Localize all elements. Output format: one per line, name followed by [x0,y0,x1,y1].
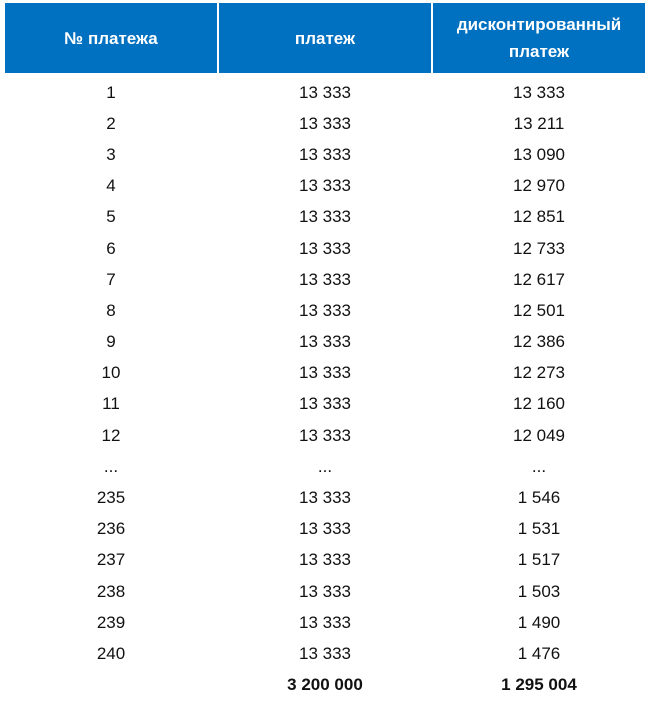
table-row: 6 13 333 12 733 [5,233,645,264]
discounted-payment-cell: 1 490 [517,612,561,632]
table-body: 1 13 333 13 333 2 13 333 13 211 3 13 333 13 090 4… [5,77,645,701]
payment-cell: 13 333 [299,394,351,414]
payment-number-cell: 8 [106,300,116,320]
discounted-payment-cell: 12 501 [513,300,565,320]
table-row: 5 13 333 12 851 [5,202,645,233]
table-row: 239 13 333 1 490 [5,607,645,638]
table-row: 3 13 333 13 090 [5,139,645,170]
total-label [5,670,217,701]
table-row: 8 13 333 12 501 [5,295,645,326]
payment-number-cell: 4 [106,176,116,196]
discounted-payment-cell: 12 049 [513,425,565,445]
discounted-payment-cell: 12 851 [513,207,565,227]
table-row: 4 13 333 12 970 [5,171,645,202]
payment-cell: 13 333 [299,332,351,352]
table-row: 11 13 333 12 160 [5,389,645,420]
total-payment: 3 200 000 [287,675,363,695]
payment-cell: 13 333 [299,550,351,570]
payment-cell: 13 333 [299,519,351,539]
table-row: 235 13 333 1 546 [5,482,645,513]
payment-number-cell: ... [103,456,119,476]
payment-number-cell: 235 [96,488,126,508]
table-row: 236 13 333 1 531 [5,514,645,545]
payment-number-cell: 2 [106,113,116,133]
discounted-payment-cell: ... [531,456,547,476]
payment-cell: 13 333 [299,82,351,102]
discounted-payment-cell: 1 546 [517,488,561,508]
header-row: № платежа платеж дисконтированный платеж [5,3,645,73]
discounted-payment-cell: 1 476 [517,643,561,663]
payment-cell: 13 333 [299,176,351,196]
payment-cell: 13 333 [299,581,351,601]
table-row: 7 13 333 12 617 [5,264,645,295]
payment-cell: ... [317,456,333,476]
payment-cell: 13 333 [299,113,351,133]
payment-cell: 13 333 [299,425,351,445]
table-row: 10 13 333 12 273 [5,358,645,389]
discounted-payment-cell: 13 211 [513,113,565,133]
payment-cell: 13 333 [299,238,351,258]
discounted-payment-cell: 1 503 [517,581,561,601]
discounted-payment-cell: 12 733 [513,238,565,258]
table-row: 237 13 333 1 517 [5,545,645,576]
payment-cell: 13 333 [299,363,351,383]
payment-cell: 13 333 [299,300,351,320]
discounted-payment-cell: 12 970 [513,176,565,196]
payment-number-cell: 12 [101,425,121,445]
payment-number-cell: 9 [106,332,116,352]
payment-cell: 13 333 [299,144,351,164]
payment-number-cell: 10 [101,363,121,383]
payment-number-cell: 11 [102,394,120,414]
table-row: 238 13 333 1 503 [5,576,645,607]
total-row: 3 200 000 1 295 004 [5,670,645,701]
payment-number-cell: 239 [96,612,126,632]
payment-number-cell: 1 [106,82,116,102]
header-payment: платеж [219,3,431,73]
discounted-payment-cell: 12 617 [513,269,565,289]
payment-number-cell: 7 [106,269,116,289]
header-discounted-payment: дисконтированный платеж [433,3,645,73]
payment-number-cell: 236 [96,519,126,539]
header-payment-number: № платежа [5,3,217,73]
table-row: 1 13 333 13 333 [5,77,645,108]
discounted-payment-cell: 13 090 [513,144,565,164]
table-row: 240 13 333 1 476 [5,638,645,669]
discounted-payment-cell: 13 333 [513,82,565,102]
table-row: 12 13 333 12 049 [5,420,645,451]
table-row: ......... [5,451,645,482]
payment-cell: 13 333 [299,207,351,227]
payment-cell: 13 333 [299,612,351,632]
discounted-payment-cell: 12 273 [513,363,565,383]
discounted-payment-cell: 12 386 [513,332,565,352]
payment-number-cell: 240 [96,643,126,663]
payments-table: № платежа платеж дисконтированный платеж… [3,3,647,701]
discounted-payment-cell: 1 531 [517,519,561,539]
table-row: 2 13 333 13 211 [5,108,645,139]
discounted-payment-cell: 1 517 [517,550,561,570]
discounted-payment-cell: 12 160 [513,394,565,414]
total-discounted: 1 295 004 [501,675,577,695]
table-row: 9 13 333 12 386 [5,327,645,358]
payment-number-cell: 238 [96,581,126,601]
payment-cell: 13 333 [299,488,351,508]
payment-number-cell: 6 [106,238,116,258]
payment-cell: 13 333 [299,269,351,289]
payment-number-cell: 237 [96,550,126,570]
payment-number-cell: 3 [106,144,116,164]
payment-cell: 13 333 [299,643,351,663]
payment-number-cell: 5 [106,207,116,227]
